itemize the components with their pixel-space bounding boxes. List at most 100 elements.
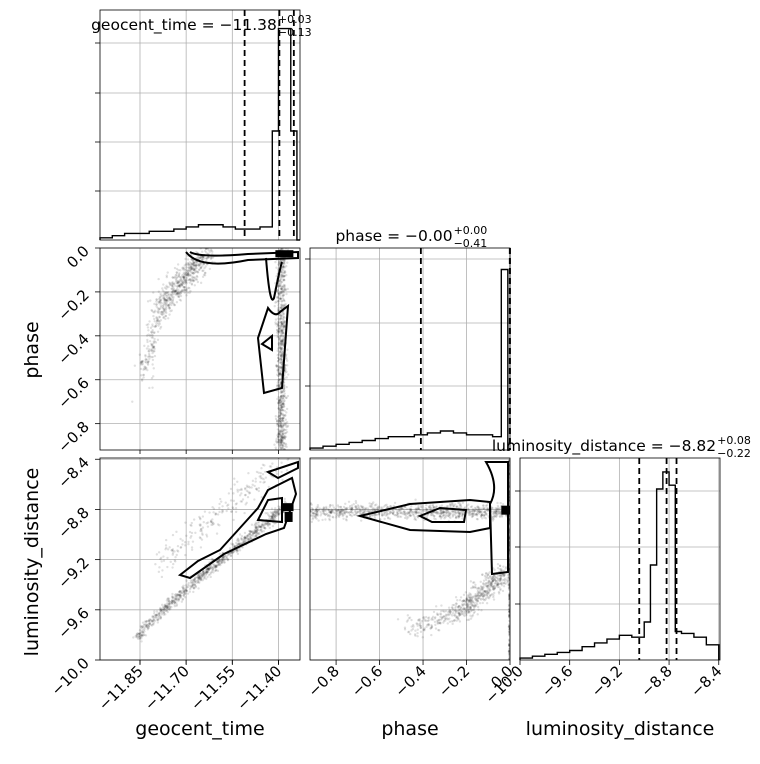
scatter-point <box>344 511 347 514</box>
scatter-point <box>492 588 496 591</box>
scatter-point <box>342 517 345 520</box>
scatter-point <box>496 577 500 580</box>
scatter-point <box>249 537 253 540</box>
scatter-point <box>283 389 286 393</box>
scatter-point <box>455 616 458 620</box>
scatter-point <box>433 620 437 624</box>
scatter-point <box>202 263 205 266</box>
scatter-point <box>234 503 238 506</box>
scatter-point <box>494 515 498 518</box>
scatter-point <box>164 303 167 306</box>
scatter-point <box>237 543 240 546</box>
scatter-point <box>278 414 281 418</box>
scatter-point <box>261 477 264 480</box>
scatter-point <box>134 635 137 638</box>
scatter-point <box>238 543 241 546</box>
scatter-point <box>407 516 410 519</box>
scatter-point <box>454 596 458 599</box>
scatter-point <box>192 586 196 589</box>
scatter-point <box>471 514 475 518</box>
scatter-point <box>467 609 470 613</box>
scatter-point <box>502 569 506 572</box>
scatter-point <box>283 299 286 303</box>
scatter-point <box>163 308 166 311</box>
scatter-point <box>187 286 190 290</box>
scatter-point <box>458 501 461 505</box>
scatter-point <box>171 290 175 293</box>
scatter-point <box>149 618 153 621</box>
scatter-point <box>325 512 328 515</box>
scatter-point <box>176 593 180 597</box>
scatter-point <box>497 509 501 513</box>
scatter-point <box>162 283 165 286</box>
scatter-point <box>488 594 492 597</box>
scatter-point <box>427 506 431 510</box>
scatter-point <box>482 513 485 517</box>
scatter-point <box>166 565 169 569</box>
scatter-point <box>280 340 284 344</box>
scatter-point <box>467 618 471 621</box>
scatter-point <box>233 477 236 480</box>
scatter-point <box>477 608 480 611</box>
scatter-point <box>279 442 283 445</box>
scatter-point <box>183 544 187 547</box>
scatter-point <box>243 540 246 544</box>
scatter-point <box>177 599 180 602</box>
scatter-point <box>199 546 203 549</box>
scatter-point <box>412 514 415 517</box>
scatter-point <box>457 512 461 515</box>
scatter-point <box>232 499 235 503</box>
scatter-point <box>280 419 284 422</box>
scatter-point <box>271 512 275 516</box>
scatter-point <box>412 510 415 514</box>
scatter-point <box>269 511 273 514</box>
scatter-point <box>151 386 154 389</box>
scatter-point <box>173 290 177 293</box>
scatter-point <box>446 509 449 513</box>
scatter-point <box>286 364 289 367</box>
scatter-point <box>276 509 279 513</box>
scatter-point <box>146 340 149 344</box>
density-block <box>501 505 510 515</box>
scatter-point <box>463 606 466 610</box>
scatter-point <box>177 591 181 594</box>
scatter-point <box>403 516 407 520</box>
scatter-point <box>504 567 507 570</box>
scatter-point <box>311 514 314 518</box>
scatter-point <box>190 282 193 285</box>
scatter-point <box>356 507 359 511</box>
scatter-point <box>280 274 284 277</box>
scatter-point <box>278 411 282 414</box>
scatter-point <box>467 603 470 607</box>
scatter-point <box>283 421 286 424</box>
scatter-point <box>182 590 186 593</box>
scatter-point <box>247 533 250 537</box>
scatter-point <box>462 613 465 616</box>
scatter-point <box>458 613 462 617</box>
scatter-point <box>196 275 199 279</box>
scatter-point <box>284 288 288 291</box>
scatter-point <box>316 505 320 509</box>
scatter-point <box>170 295 174 299</box>
scatter-point <box>189 267 193 270</box>
scatter-point <box>465 504 469 508</box>
scatter-point <box>278 424 281 427</box>
scatter-point <box>283 266 287 269</box>
scatter-point <box>469 594 472 597</box>
scatter-point <box>280 248 284 250</box>
scatter-point <box>255 529 258 532</box>
scatter-point <box>170 281 174 285</box>
scatter-point <box>311 509 314 512</box>
scatter-point <box>280 320 284 324</box>
scatter-point <box>317 508 320 512</box>
scatter-point <box>260 530 264 534</box>
scatter-point <box>283 500 286 503</box>
scatter-point <box>180 591 183 595</box>
scatter-point <box>156 319 160 322</box>
scatter-point <box>162 607 166 610</box>
scatter-point <box>275 438 278 441</box>
scatter-point <box>480 509 483 512</box>
scatter-point <box>278 407 281 410</box>
scatter-point <box>157 290 161 293</box>
scatter-point <box>280 324 284 327</box>
